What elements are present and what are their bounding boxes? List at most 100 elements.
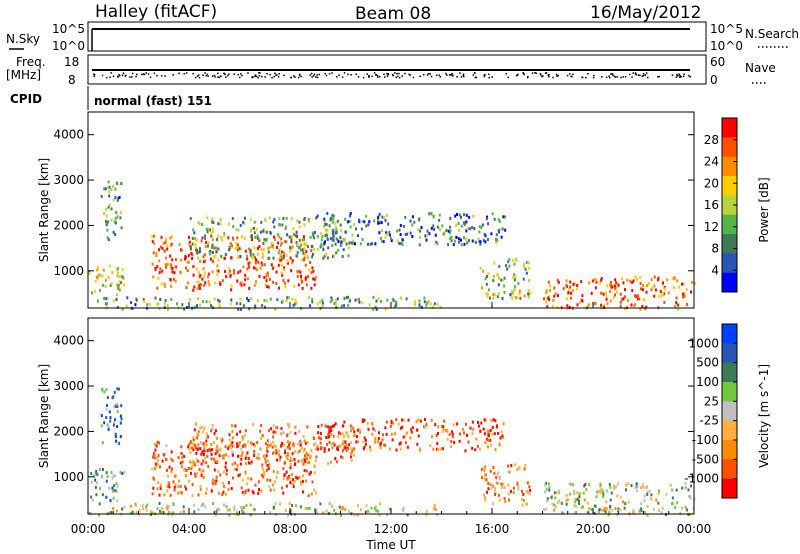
velocity-echo-cell xyxy=(313,464,316,468)
power-echo-cell xyxy=(244,278,247,282)
nave-dot xyxy=(436,74,438,76)
velocity-echo-cell xyxy=(512,486,515,490)
velocity-echo-cell xyxy=(388,447,391,451)
velocity-echo-cell xyxy=(648,489,651,493)
velocity-echo-cell xyxy=(404,441,407,445)
power-echo-cell xyxy=(497,283,500,287)
nave-dot xyxy=(555,73,558,76)
velocity-echo-cell xyxy=(286,440,289,444)
nave-dot xyxy=(398,72,400,75)
velocity-echo-cell xyxy=(197,459,200,463)
velocity-echo-cell xyxy=(342,424,344,428)
velocity-echo-cell xyxy=(501,434,504,438)
velocity-echo-cell xyxy=(343,447,346,450)
velocity-echo-cell xyxy=(553,491,556,495)
velocity-echo-cell xyxy=(597,510,600,513)
power-echo-cell xyxy=(606,302,609,306)
power-echo-cell xyxy=(251,235,254,239)
nave-dot xyxy=(642,73,645,75)
velocity-echo-cell xyxy=(353,430,356,434)
nave-dot xyxy=(131,76,133,78)
power-echo-cell xyxy=(580,280,583,284)
velocity-echo-cell xyxy=(201,450,204,454)
velocity-echo-cell xyxy=(292,485,295,488)
velocity-echo-cell xyxy=(405,431,408,435)
velocity-echo-cell xyxy=(625,483,627,487)
velocity-echo-cell xyxy=(452,423,455,427)
power-echo-cell xyxy=(277,263,280,267)
velocity-echo-cell xyxy=(436,441,439,445)
power-echo-cell xyxy=(190,247,192,251)
power-echo-cell xyxy=(621,297,624,301)
power-echo-cell xyxy=(434,233,437,237)
power-echo-cell xyxy=(493,261,496,265)
velocity-colorbar-label: Velocity [m s^-1] xyxy=(757,364,771,468)
power-echo-cell xyxy=(195,238,198,242)
power-echo-cell xyxy=(523,294,526,298)
velocity-echo-cell xyxy=(265,459,268,463)
power-echo-cell xyxy=(176,302,178,306)
power-echo-cell xyxy=(527,289,530,292)
velocity-echo-cell xyxy=(516,482,519,486)
power-echo-cell xyxy=(305,283,308,287)
power-echo-cell xyxy=(640,287,642,291)
power-echo-cell xyxy=(187,260,190,264)
velocity-echo-cell xyxy=(520,497,523,501)
power-echo-cell xyxy=(289,256,292,260)
power-echo-cell xyxy=(438,218,441,222)
velocity-echo-cell xyxy=(278,453,281,457)
power-echo-cell xyxy=(255,280,257,284)
velocity-echo-cell xyxy=(403,418,406,422)
power-echo-cell xyxy=(203,253,206,257)
power-echo-cell xyxy=(311,266,314,270)
power-echo-cell xyxy=(486,215,488,219)
power-echo-cell xyxy=(166,247,169,251)
velocity-echo-cell xyxy=(177,456,180,460)
nave-dot xyxy=(125,74,127,77)
velocity-echo-cell xyxy=(181,456,184,460)
velocity-echo-cell xyxy=(316,444,319,448)
velocity-echo-cell xyxy=(289,466,292,470)
velocity-echo-cell xyxy=(105,479,108,483)
power-echo-cell xyxy=(197,297,200,301)
power-echo-cell xyxy=(244,216,246,220)
nave-dot xyxy=(224,73,226,76)
velocity-echo-cell xyxy=(521,503,524,507)
velocity-echo-cell xyxy=(312,443,315,447)
power-echo-cell xyxy=(418,217,421,221)
velocity-echo-cell xyxy=(123,505,126,509)
power-echo-cell xyxy=(209,228,212,232)
power-echo-cell xyxy=(419,236,422,239)
velocity-echo-cell xyxy=(494,487,497,490)
nave-dot xyxy=(341,76,344,78)
power-echo-cell xyxy=(636,277,638,281)
power-echo-cell xyxy=(401,238,404,242)
power-echo-cell xyxy=(287,261,289,265)
power-echo-cell xyxy=(304,277,307,281)
velocity-echo-cell xyxy=(338,505,341,509)
velocity-echo-cell xyxy=(269,511,272,515)
power-echo-cell xyxy=(352,242,355,246)
power-echo-cell xyxy=(525,271,528,275)
power-echo-cell xyxy=(259,230,262,234)
x-tick-label: 20:00 xyxy=(576,522,611,536)
velocity-echo-cell xyxy=(674,506,677,510)
velocity-echo-cell xyxy=(307,507,310,510)
nave-dot xyxy=(118,75,121,77)
nave-dot xyxy=(644,74,646,76)
velocity-echo-cell xyxy=(686,508,689,512)
velocity-echo-cell xyxy=(367,427,370,431)
power-echo-cell xyxy=(432,215,435,219)
power-echo-cell xyxy=(119,216,122,220)
power-echo-cell xyxy=(650,288,653,292)
power-echo-cell xyxy=(263,237,266,241)
nave-dot xyxy=(124,75,127,77)
power-echo-cell xyxy=(316,214,319,218)
power-echo-cell xyxy=(331,244,334,247)
power-echo-cell xyxy=(102,268,105,272)
power-echo-cell xyxy=(653,275,656,279)
power-echo-cell xyxy=(325,234,328,237)
power-echo-cell xyxy=(106,228,109,232)
